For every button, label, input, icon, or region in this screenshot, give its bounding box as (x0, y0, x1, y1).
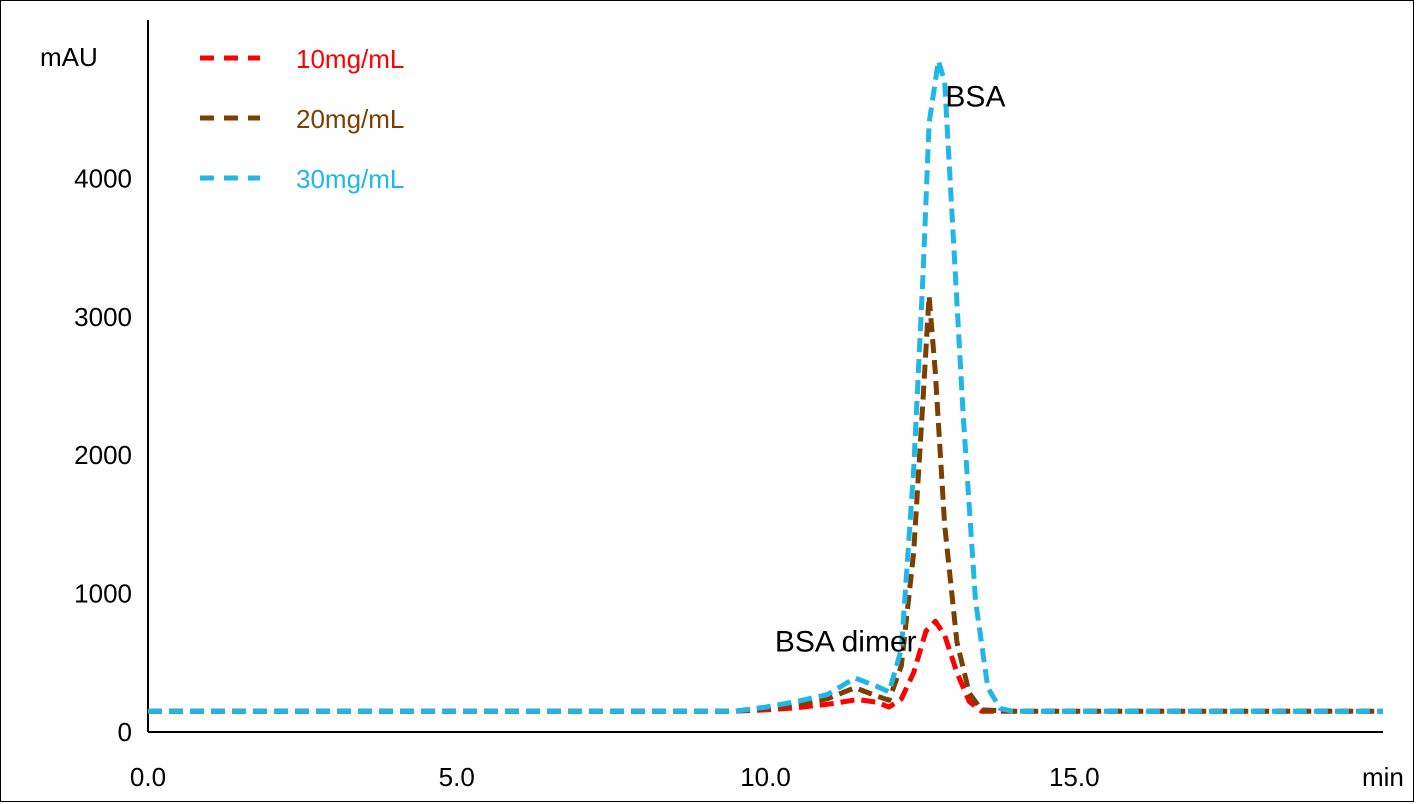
annotation-label: BSA dimer (775, 626, 917, 659)
legend-label: 20mg/mL (296, 104, 404, 134)
legend: 10mg/mL 20mg/mL 30mg/mL (200, 44, 404, 194)
annotations: BSA BSA dimer (775, 80, 1006, 658)
y-tick-label: 1000 (74, 579, 132, 609)
tick-labels: 0.0 5.0 10.0 15.0 0 1000 2000 3000 4000 (74, 163, 1099, 792)
x-tick-label: 0.0 (130, 762, 166, 792)
x-tick-label: 10.0 (740, 762, 791, 792)
legend-label: 10mg/mL (296, 44, 404, 74)
x-tick-label: 5.0 (439, 762, 475, 792)
series-line-2 (148, 293, 1383, 714)
annotation-label: BSA (945, 80, 1005, 113)
x-tick-label: 15.0 (1049, 762, 1100, 792)
series-lines (148, 58, 1383, 714)
y-tick-label: 3000 (74, 302, 132, 332)
y-tick-label: 4000 (74, 163, 132, 193)
x-axis-label: min (1362, 762, 1404, 792)
y-tick-label: 0 (118, 717, 132, 747)
legend-label: 30mg/mL (296, 164, 404, 194)
series-line-1 (148, 618, 1383, 714)
series-line-3 (148, 58, 1383, 714)
y-axis-label: mAU (40, 42, 98, 72)
y-tick-label: 2000 (74, 440, 132, 470)
axes (147, 20, 1383, 733)
